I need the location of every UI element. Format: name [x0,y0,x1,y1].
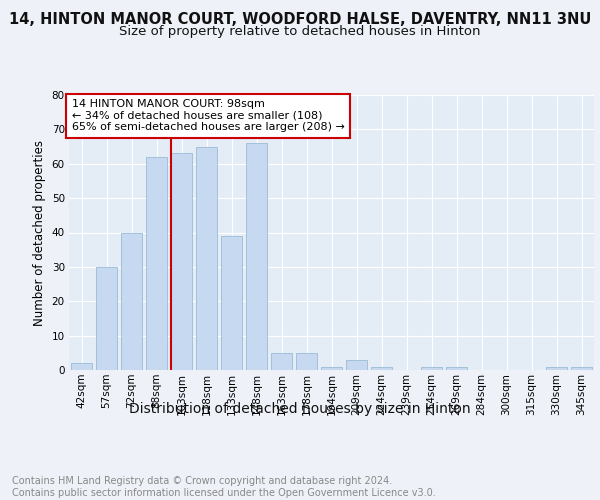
Text: 14, HINTON MANOR COURT, WOODFORD HALSE, DAVENTRY, NN11 3NU: 14, HINTON MANOR COURT, WOODFORD HALSE, … [9,12,591,28]
Bar [321,366,342,370]
Bar [221,236,242,370]
Bar [546,366,567,370]
Bar [171,154,192,370]
Bar [146,157,167,370]
Bar [571,366,592,370]
Bar [71,363,92,370]
Bar [96,267,117,370]
Bar [196,146,217,370]
Bar [446,366,467,370]
Bar [371,366,392,370]
Bar [346,360,367,370]
Text: Distribution of detached houses by size in Hinton: Distribution of detached houses by size … [129,402,471,416]
Bar [271,353,292,370]
Text: Contains HM Land Registry data © Crown copyright and database right 2024.
Contai: Contains HM Land Registry data © Crown c… [12,476,436,498]
Bar [421,366,442,370]
Bar [296,353,317,370]
Bar [121,232,142,370]
Text: 14 HINTON MANOR COURT: 98sqm
← 34% of detached houses are smaller (108)
65% of s: 14 HINTON MANOR COURT: 98sqm ← 34% of de… [71,99,344,132]
Text: Size of property relative to detached houses in Hinton: Size of property relative to detached ho… [119,25,481,38]
Y-axis label: Number of detached properties: Number of detached properties [33,140,46,326]
Bar [246,143,267,370]
